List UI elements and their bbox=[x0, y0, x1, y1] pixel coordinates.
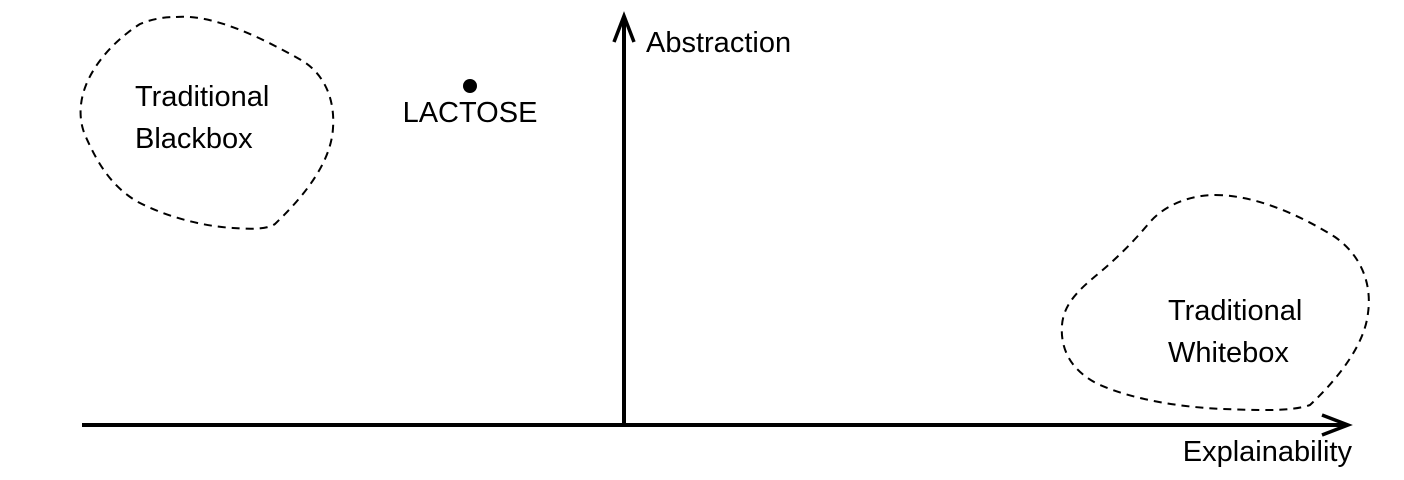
lactose-point bbox=[463, 79, 477, 93]
y-axis-label: Abstraction bbox=[646, 27, 791, 59]
blackbox-region-outline bbox=[79, 15, 335, 230]
whitebox-region-label-line1: Traditional bbox=[1168, 295, 1302, 327]
blackbox-region-label-line1: Traditional bbox=[135, 81, 269, 113]
x-axis-arrowhead bbox=[1321, 413, 1353, 437]
blackbox-region-label-line2: Blackbox bbox=[135, 123, 253, 155]
y-axis-arrowhead bbox=[612, 11, 636, 43]
lactose-point-label: LACTOSE bbox=[403, 97, 538, 129]
whitebox-region-outline bbox=[1060, 193, 1370, 412]
whitebox-region-label-line2: Whitebox bbox=[1168, 337, 1289, 369]
x-axis-label: Explainability bbox=[1183, 436, 1353, 468]
